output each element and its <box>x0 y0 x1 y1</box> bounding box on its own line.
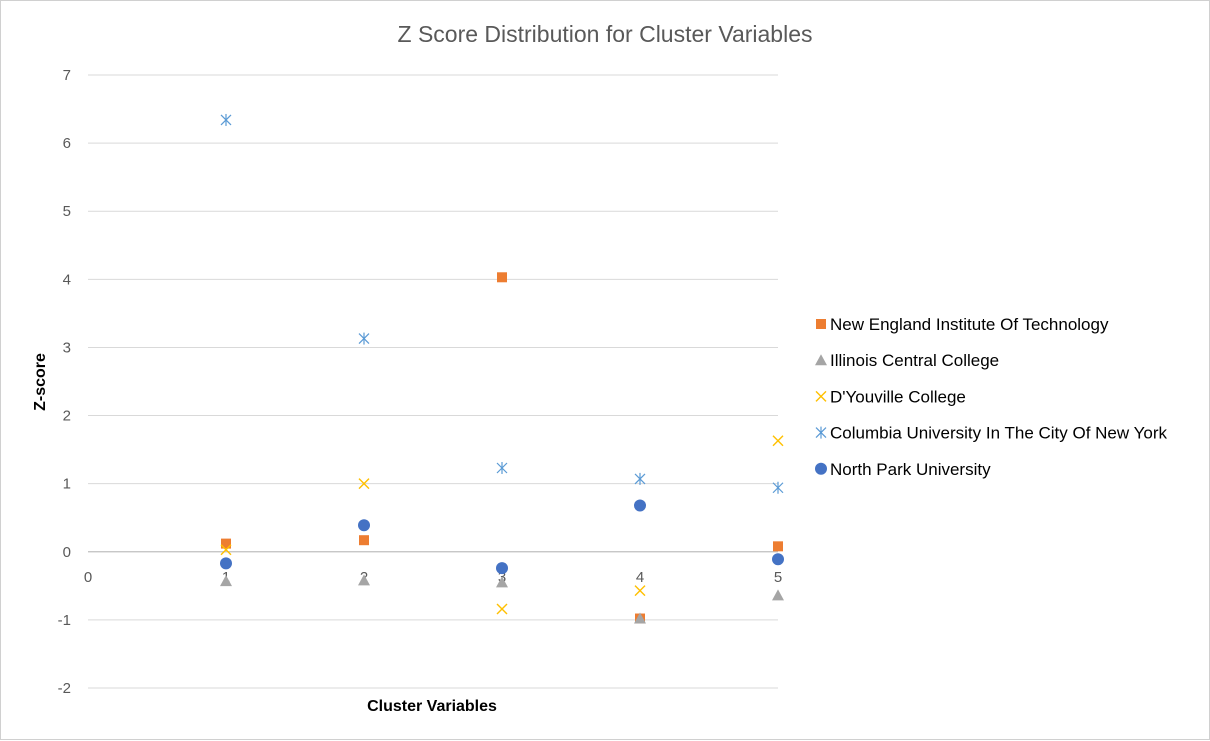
legend-item: North Park University <box>815 460 991 479</box>
data-point <box>497 272 507 283</box>
y-axis-ticks: -2 -1 0 1 2 3 4 5 6 7 <box>58 67 71 697</box>
legend-item: Illinois Central College <box>815 351 999 370</box>
data-point <box>358 519 370 532</box>
y-tick-label: -2 <box>58 680 71 697</box>
legend-marker <box>816 319 826 329</box>
data-point <box>358 574 370 586</box>
y-tick-label: 0 <box>63 544 71 561</box>
x-marker-stroke <box>815 390 827 402</box>
x-tick-label: 5 <box>774 569 782 586</box>
x-marker-stroke <box>634 585 646 597</box>
legend-marker <box>815 426 827 439</box>
legend-item: New England Institute Of Technology <box>816 315 1109 334</box>
data-point <box>220 113 232 126</box>
x-marker-stroke <box>358 478 370 490</box>
legend-marker <box>815 390 827 402</box>
legend-label: Columbia University In The City Of New Y… <box>830 424 1167 443</box>
series-2 <box>220 574 784 624</box>
data-point <box>772 553 784 566</box>
legend-label: North Park University <box>830 460 991 479</box>
data-point <box>496 603 508 615</box>
data-point <box>496 576 508 588</box>
data-point <box>359 535 369 546</box>
x-axis-title: Cluster Variables <box>367 698 497 715</box>
gridlines <box>88 74 778 689</box>
y-tick-label: 7 <box>63 67 71 84</box>
legend-marker <box>815 462 827 475</box>
legend-label: D'Youville College <box>830 387 966 406</box>
series-4 <box>220 113 784 494</box>
x-marker-stroke <box>220 544 232 556</box>
series-3 <box>220 435 784 615</box>
data-point <box>634 499 646 512</box>
legend: New England Institute Of Technology Illin… <box>815 315 1167 479</box>
x-tick-label: 4 <box>636 569 644 586</box>
data-point <box>634 585 646 597</box>
data-point <box>772 435 784 447</box>
data-point <box>772 589 784 601</box>
legend-marker <box>815 354 827 366</box>
data-point <box>634 612 646 624</box>
y-tick-label: 1 <box>63 476 71 493</box>
data-point <box>773 541 783 552</box>
data-point <box>634 472 646 485</box>
data-point <box>220 544 232 556</box>
chart-title: Z Score Distribution for Cluster Variabl… <box>398 21 813 47</box>
x-marker-stroke <box>496 603 508 615</box>
data-point <box>358 332 370 345</box>
y-tick-label: 2 <box>63 408 71 425</box>
y-tick-label: 4 <box>63 271 71 288</box>
data-point <box>496 562 508 575</box>
y-axis-title: Z-score <box>32 353 49 411</box>
data-point <box>221 538 231 549</box>
data-point <box>220 575 232 587</box>
data-point <box>220 557 232 570</box>
legend-item: D'Youville College <box>815 387 966 406</box>
y-tick-label: -1 <box>58 612 71 629</box>
legend-label: Illinois Central College <box>830 351 999 370</box>
legend-label: New England Institute Of Technology <box>830 315 1109 334</box>
series-5 <box>220 499 784 575</box>
y-tick-label: 5 <box>63 203 71 220</box>
legend-item: Columbia University In The City Of New Y… <box>815 424 1167 443</box>
data-point <box>358 478 370 490</box>
y-tick-label: 6 <box>63 135 71 152</box>
data-point <box>496 462 508 475</box>
data-points <box>220 113 784 624</box>
data-point <box>772 481 784 494</box>
x-marker-stroke <box>772 435 784 447</box>
y-tick-label: 3 <box>63 339 71 356</box>
x-tick-label: 0 <box>84 569 92 586</box>
